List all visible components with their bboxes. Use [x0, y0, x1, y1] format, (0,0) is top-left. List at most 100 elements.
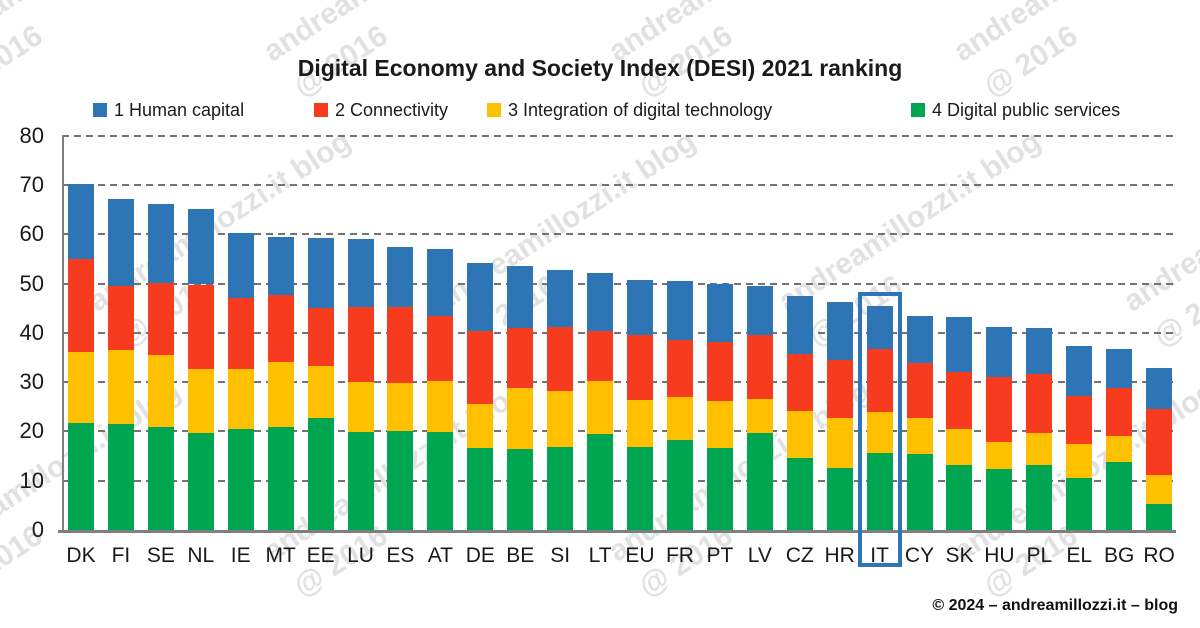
- bar-segment: [267, 427, 294, 530]
- bar-LT: [587, 272, 614, 530]
- bar-BG: [1106, 348, 1133, 530]
- bar-MT: [267, 236, 294, 530]
- bar-segment: [347, 239, 374, 307]
- gridline: [62, 331, 1176, 334]
- x-label-BG: BG: [1104, 544, 1135, 567]
- bar-RO: [1146, 367, 1173, 530]
- legend-swatch-icon: [911, 103, 925, 117]
- bar-segment: [986, 377, 1013, 442]
- bar-segment: [587, 272, 614, 331]
- legend-swatch-icon: [93, 103, 107, 117]
- legend-label: 4 Digital public services: [932, 99, 1121, 120]
- bar-IE: [227, 232, 254, 530]
- bar-segment: [906, 418, 933, 455]
- x-label-AT: AT: [427, 544, 453, 567]
- x-label-EU: EU: [625, 544, 655, 567]
- bar-FR: [666, 280, 693, 530]
- bar-segment: [307, 365, 334, 418]
- legend-item: 3 Integration of digital technology: [487, 100, 772, 120]
- bar-segment: [227, 232, 254, 299]
- x-label-IT: IT: [870, 544, 889, 567]
- bar-PL: [1026, 328, 1053, 530]
- x-label-EL: EL: [1066, 544, 1093, 567]
- bar-segment: [187, 433, 214, 530]
- bar-segment: [666, 397, 693, 440]
- legend-label: 2 Connectivity: [335, 99, 449, 120]
- bar-segment: [68, 259, 94, 352]
- bar-segment: [68, 184, 94, 260]
- bar-SI: [547, 269, 574, 530]
- bar-segment: [147, 427, 174, 530]
- x-label-DE: DE: [465, 544, 495, 567]
- bar-segment: [227, 428, 254, 530]
- bar-segment: [107, 424, 134, 530]
- x-label-LV: LV: [747, 544, 772, 567]
- bar-segment: [547, 391, 574, 447]
- bar-CZ: [786, 296, 813, 530]
- bar-segment: [1066, 444, 1093, 478]
- bar-segment: [986, 469, 1013, 530]
- copyright-footer: © 2024 – andreamillozzi.it – blog: [932, 597, 1178, 614]
- watermark-text: andreamillozzi.it blog@ 2016: [1117, 124, 1200, 354]
- bar-segment: [107, 350, 134, 424]
- bar-CY: [906, 316, 933, 530]
- y-axis-line: [62, 134, 64, 531]
- bar-segment: [107, 199, 134, 286]
- bar-segment: [706, 401, 733, 448]
- x-label-PT: PT: [706, 544, 734, 567]
- gridline: [62, 134, 1176, 137]
- x-label-FI: FI: [111, 544, 131, 567]
- bar-DK: [68, 184, 94, 530]
- bar-segment: [467, 404, 494, 448]
- bar-segment: [1146, 367, 1173, 409]
- bar-segment: [427, 315, 454, 381]
- bar-segment: [666, 439, 693, 530]
- y-axis-tick-label: 10: [19, 467, 44, 493]
- bar-segment: [866, 412, 893, 454]
- x-label-PL: PL: [1026, 544, 1053, 567]
- bar-segment: [906, 454, 933, 530]
- x-label-NL: NL: [187, 544, 215, 567]
- bar-segment: [267, 295, 294, 363]
- bar-segment: [387, 383, 414, 431]
- gridline: [62, 282, 1176, 285]
- bar-segment: [746, 398, 773, 434]
- bar-segment: [147, 355, 174, 428]
- bar-segment: [786, 458, 813, 530]
- x-label-CZ: CZ: [785, 544, 814, 567]
- y-axis-tick-label: 0: [31, 517, 44, 542]
- bar-segment: [347, 432, 374, 530]
- bar-segment: [946, 428, 973, 465]
- bar-segment: [746, 433, 773, 530]
- bar-LU: [347, 239, 374, 530]
- bar-segment: [307, 237, 334, 308]
- bar-EE: [307, 237, 334, 530]
- bar-segment: [746, 335, 773, 399]
- bar-NL: [187, 209, 214, 530]
- bar-segment: [587, 330, 614, 381]
- bar-ES: [387, 247, 414, 530]
- bar-segment: [467, 263, 494, 332]
- bar-segment: [507, 265, 534, 329]
- legend-item: 4 Digital public services: [911, 100, 1120, 120]
- bar-segment: [227, 298, 254, 370]
- bar-segment: [946, 317, 973, 372]
- bar-segment: [307, 307, 334, 366]
- bar-segment: [666, 280, 693, 340]
- x-label-DK: DK: [66, 544, 96, 567]
- bar-segment: [627, 280, 654, 335]
- bar-segment: [666, 339, 693, 398]
- bar-segment: [107, 285, 134, 351]
- x-axis-line: [58, 530, 1176, 533]
- bar-segment: [627, 446, 654, 530]
- bar-segment: [187, 209, 214, 285]
- bar-segment: [1106, 387, 1133, 436]
- bar-AT: [427, 249, 454, 530]
- bar-segment: [507, 449, 534, 530]
- bar-SK: [946, 317, 973, 530]
- bar-IT: [866, 305, 893, 530]
- bar-segment: [587, 434, 614, 530]
- bar-segment: [1106, 462, 1133, 530]
- x-label-MT: MT: [265, 544, 296, 567]
- bar-segment: [427, 432, 454, 530]
